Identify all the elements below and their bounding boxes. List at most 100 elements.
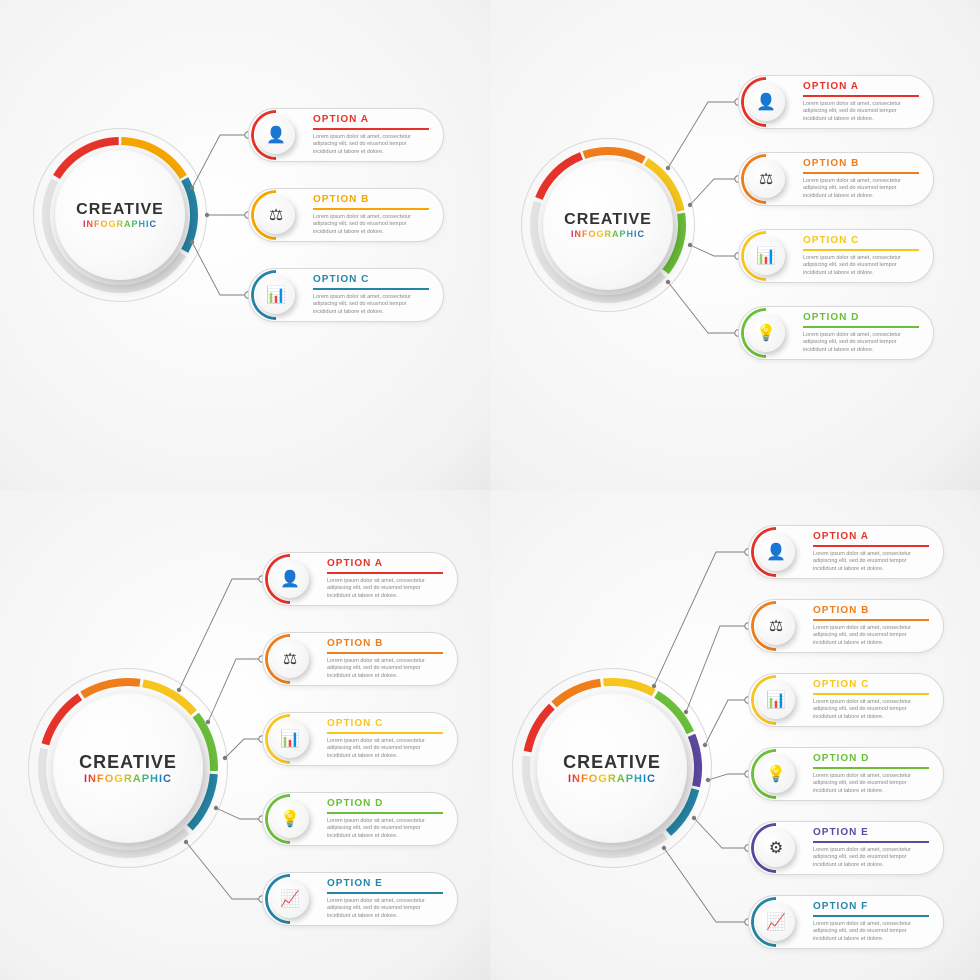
option-pill-b: ⚖ OPTION B Lorem ipsum dolor sit amet, con… — [748, 599, 944, 653]
option-icon-wrap: ⚙ — [749, 821, 803, 875]
scales-icon: ⚖ — [747, 160, 785, 198]
option-title: OPTION B — [813, 605, 929, 616]
option-pill-a: 👤 OPTION A Lorem ipsum dolor sit amet, con… — [262, 552, 458, 606]
option-description: Lorem ipsum dolor sit amet, consectetur … — [813, 699, 929, 721]
option-title: OPTION C — [813, 679, 929, 690]
hub-title: CREATIVE — [76, 201, 164, 219]
option-pill-a: 👤OPTION ALorem ipsum dolor sit amet, con… — [738, 75, 934, 129]
option-pill-d: 💡 OPTION D Lorem ipsum dolor sit amet, con… — [748, 747, 944, 801]
chart-icon: 📊 — [257, 276, 295, 314]
option-title: OPTION D — [327, 798, 443, 809]
option-underline — [813, 619, 929, 621]
option-title: OPTION C — [327, 718, 443, 729]
option-pill-b: ⚖ OPTION B Lorem ipsum dolor sit amet, con… — [262, 632, 458, 686]
person-icon: 👤 — [747, 83, 785, 121]
option-underline — [813, 767, 929, 769]
option-icon-wrap: 💡 — [739, 306, 793, 360]
option-title: OPTION B — [803, 158, 919, 169]
option-title: OPTION F — [813, 901, 929, 912]
person-icon: 👤 — [257, 116, 295, 154]
infographic-panel-6: CREATIVEINFOGRAPHIC 👤OPTION ALorem ipsum … — [490, 490, 980, 980]
option-description: Lorem ipsum dolor sit amet, consectetur … — [327, 658, 443, 680]
option-description: Lorem ipsum dolor sit amet, consectetur … — [327, 898, 443, 920]
option-underline — [803, 249, 919, 251]
option-pill-e: 📈 OPTION E Lorem ipsum dolor sit amet, con… — [262, 872, 458, 926]
option-description: Lorem ipsum dolor sit amet, consectetur … — [813, 847, 929, 869]
option-icon-wrap: 💡 — [263, 792, 317, 846]
option-underline — [313, 208, 429, 210]
option-underline — [813, 841, 929, 843]
option-pill-b: ⚖OPTION BLorem ipsum dolor sit amet, con… — [248, 188, 444, 242]
option-title: OPTION A — [803, 81, 919, 92]
option-pill-a: 👤OPTION ALorem ipsum dolor sit amet, con… — [748, 525, 944, 579]
bulb-icon: 💡 — [757, 755, 795, 793]
option-icon-wrap: 📊 — [749, 673, 803, 727]
option-pill-a: 👤 OPTION A Lorem ipsum dolor sit amet, con… — [248, 108, 444, 162]
option-description: Lorem ipsum dolor sit amet, consectetur … — [327, 578, 443, 600]
option-title: OPTION A — [313, 114, 429, 125]
option-icon-wrap: 📈 — [263, 872, 317, 926]
option-description: Lorem ipsum dolor sit amet, consectetur … — [327, 738, 443, 760]
growth-icon: 📈 — [271, 880, 309, 918]
option-icon-wrap: ⚖ — [263, 632, 317, 686]
scales-icon: ⚖ — [271, 640, 309, 678]
option-underline — [803, 95, 919, 97]
gear-icon: ⚙ — [757, 829, 795, 867]
option-underline — [803, 172, 919, 174]
option-description: Lorem ipsum dolor sit amet, consectetur … — [813, 773, 929, 795]
option-title: OPTION B — [327, 638, 443, 649]
option-icon-wrap: 💡 — [749, 747, 803, 801]
option-pill-c: 📊 OPTION C Lorem ipsum dolor sit amet, con… — [748, 673, 944, 727]
hub-inner-circle: CREATIVEINFOGRAPHIC — [537, 693, 687, 843]
option-title: OPTION E — [327, 878, 443, 889]
option-underline — [313, 288, 429, 290]
option-underline — [327, 892, 443, 894]
option-icon-wrap: 📈 — [749, 895, 803, 949]
hub-subtitle: INFOGRAPHIC — [571, 229, 645, 239]
hub-subtitle: INFOGRAPHIC — [83, 219, 157, 229]
option-description: Lorem ipsum dolor sit amet, consectetur … — [313, 214, 429, 236]
option-icon-wrap: 👤 — [739, 75, 793, 129]
option-description: Lorem ipsum dolor sit amet, consectetur … — [803, 178, 919, 200]
bulb-icon: 💡 — [747, 314, 785, 352]
option-pill-b: ⚖ OPTION B Lorem ipsum dolor sit amet, con… — [738, 152, 934, 206]
chart-icon: 📊 — [757, 681, 795, 719]
option-title: OPTION C — [313, 274, 429, 285]
scales-icon: ⚖ — [257, 196, 295, 234]
option-icon-wrap: 👤 — [263, 552, 317, 606]
chart-icon: 📊 — [747, 237, 785, 275]
infographic-panel-3: CREATIVEINFOGRAPHIC 👤 OPTION A Lorem ipsum … — [0, 0, 490, 490]
hub-inner-circle: CREATIVEINFOGRAPHIC — [53, 693, 203, 843]
option-pill-c: 📊OPTION CLorem ipsum dolor sit amet, con… — [248, 268, 444, 322]
option-title: OPTION C — [803, 235, 919, 246]
option-underline — [813, 545, 929, 547]
option-underline — [327, 732, 443, 734]
person-icon: 👤 — [271, 560, 309, 598]
option-description: Lorem ipsum dolor sit amet, consectetur … — [813, 625, 929, 647]
option-description: Lorem ipsum dolor sit amet, consectetur … — [313, 134, 429, 156]
option-title: OPTION E — [813, 827, 929, 838]
option-icon-wrap: ⚖ — [749, 599, 803, 653]
option-underline — [313, 128, 429, 130]
option-description: Lorem ipsum dolor sit amet, consectetur … — [803, 255, 919, 277]
person-icon: 👤 — [757, 533, 795, 571]
hub-title: CREATIVE — [564, 211, 652, 229]
infographic-panel-5: CREATIVEINFOGRAPHIC 👤 OPTION A Lorem ipsum … — [0, 490, 490, 980]
option-pill-d: 💡OPTION DLorem ipsum dolor sit amet, con… — [738, 306, 934, 360]
option-icon-wrap: 👤 — [249, 108, 303, 162]
option-underline — [813, 915, 929, 917]
option-icon-wrap: 📊 — [263, 712, 317, 766]
option-icon-wrap: ⚖ — [739, 152, 793, 206]
option-title: OPTION A — [327, 558, 443, 569]
option-icon-wrap: 👤 — [749, 525, 803, 579]
option-pill-d: 💡OPTION DLorem ipsum dolor sit amet, con… — [262, 792, 458, 846]
option-pill-c: 📊 OPTION C Lorem ipsum dolor sit amet, con… — [738, 229, 934, 283]
hub-title: CREATIVE — [563, 752, 661, 773]
hub-subtitle: INFOGRAPHIC — [568, 773, 656, 785]
option-icon-wrap: 📊 — [739, 229, 793, 283]
option-underline — [327, 572, 443, 574]
option-title: OPTION D — [813, 753, 929, 764]
option-title: OPTION D — [803, 312, 919, 323]
chart-icon: 📊 — [271, 720, 309, 758]
option-underline — [327, 812, 443, 814]
